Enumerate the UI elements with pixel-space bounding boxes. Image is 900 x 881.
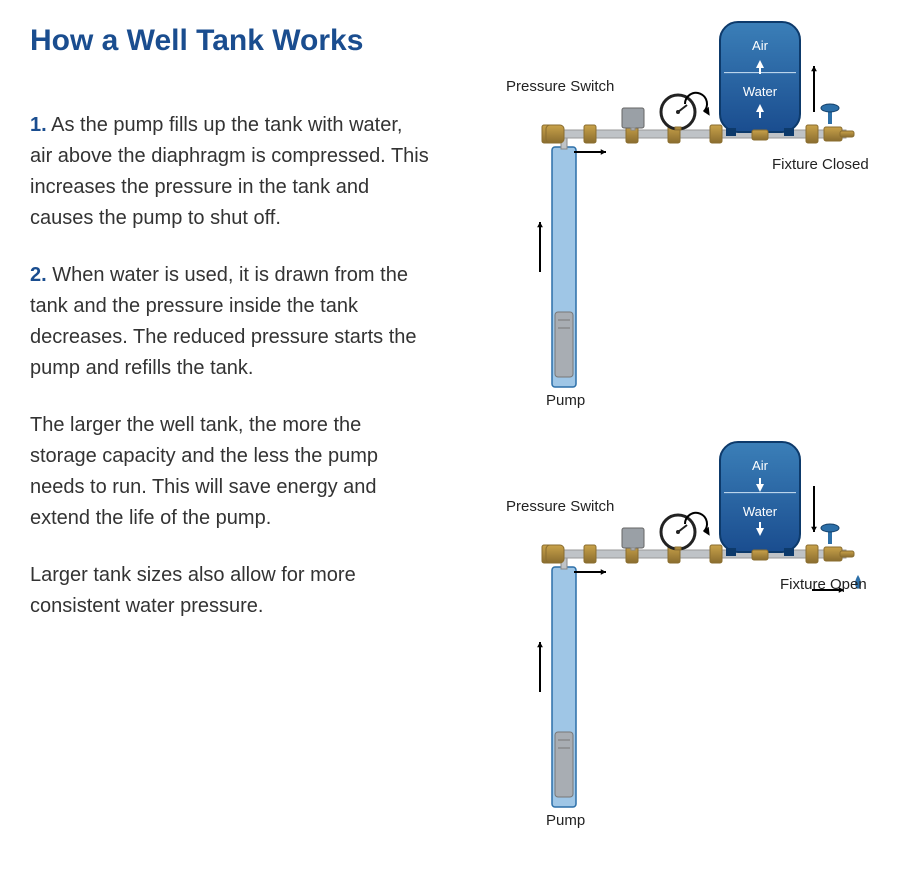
pressure-switch-label-top: Pressure Switch: [506, 78, 614, 95]
diagram-top: [460, 12, 880, 422]
step-2-number: 2.: [30, 264, 47, 286]
pump-label-top: Pump: [546, 392, 585, 409]
diagram-area: Pressure Switch Fixture Closed Pump Air …: [460, 12, 880, 862]
step-1-text: As the pump fills up the tank with water…: [30, 114, 429, 229]
tank-water-label-bottom: Water: [725, 504, 795, 519]
pump-label-bottom: Pump: [546, 812, 585, 829]
paragraph-1: 1. As the pump fills up the tank with wa…: [30, 110, 430, 234]
tank-air-label-bottom: Air: [725, 458, 795, 473]
fixture-closed-label: Fixture Closed: [772, 156, 869, 173]
paragraph-2: 2. When water is used, it is drawn from …: [30, 260, 430, 384]
fixture-open-label: Fixture Open: [780, 576, 867, 593]
tank-air-label-top: Air: [725, 38, 795, 53]
paragraph-4: Larger tank sizes also allow for more co…: [30, 560, 430, 622]
explanation-text: 1. As the pump fills up the tank with wa…: [30, 110, 430, 648]
step-1-number: 1.: [30, 114, 47, 136]
pressure-switch-label-bottom: Pressure Switch: [506, 498, 614, 515]
page-title: How a Well Tank Works: [30, 24, 363, 58]
paragraph-3: The larger the well tank, the more the s…: [30, 410, 430, 534]
diagram-bottom: [460, 432, 880, 842]
tank-water-label-top: Water: [725, 84, 795, 99]
step-2-text: When water is used, it is drawn from the…: [30, 264, 417, 379]
